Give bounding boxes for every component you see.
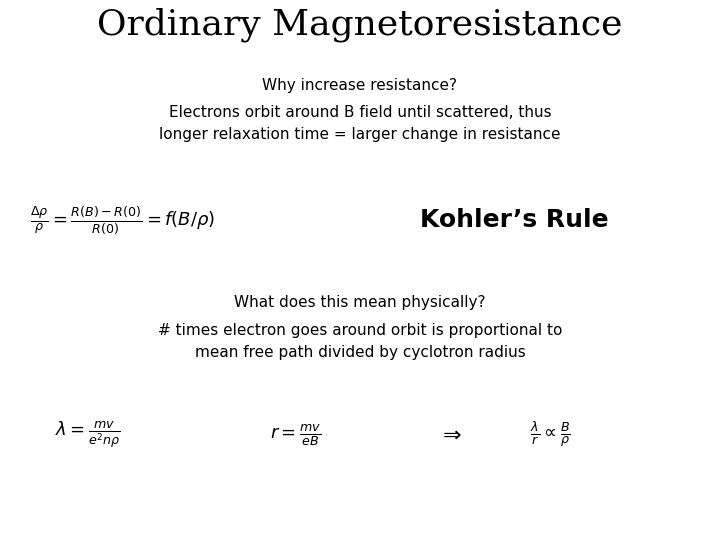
Text: Kohler’s Rule: Kohler’s Rule xyxy=(420,208,608,232)
Text: Ordinary Magnetoresistance: Ordinary Magnetoresistance xyxy=(97,8,623,43)
Text: $\frac{\Delta\rho}{\rho} = \frac{R(B)-R(0)}{R(0)} = f(B/\rho)$: $\frac{\Delta\rho}{\rho} = \frac{R(B)-R(… xyxy=(30,204,215,236)
Text: Why increase resistance?: Why increase resistance? xyxy=(263,78,457,93)
Text: $\Rightarrow$: $\Rightarrow$ xyxy=(438,425,462,445)
Text: Electrons orbit around B field until scattered, thus
longer relaxation time = la: Electrons orbit around B field until sca… xyxy=(159,105,561,142)
Text: What does this mean physically?: What does this mean physically? xyxy=(234,295,486,310)
Text: # times electron goes around orbit is proportional to
mean free path divided by : # times electron goes around orbit is pr… xyxy=(158,323,562,360)
Text: $\lambda = \frac{mv}{e^2 n\rho}$: $\lambda = \frac{mv}{e^2 n\rho}$ xyxy=(55,420,121,450)
Text: $\frac{\lambda}{r} \propto \frac{B}{\rho}$: $\frac{\lambda}{r} \propto \frac{B}{\rho… xyxy=(530,420,571,450)
Text: $r = \frac{mv}{eB}$: $r = \frac{mv}{eB}$ xyxy=(270,422,321,448)
